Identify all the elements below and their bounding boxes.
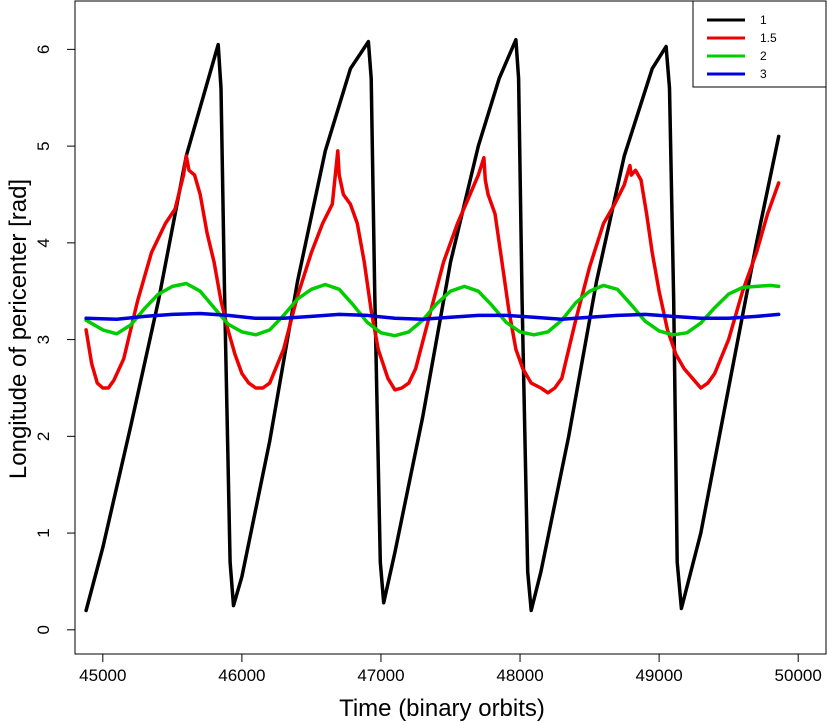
series-line-1.5 [84,149,781,395]
y-tick-label: 3 [34,335,53,344]
x-axis-ticks: 45000 46000 47000 48000 49000 50000 [79,654,822,685]
y-tick-label: 1 [34,528,53,537]
y-axis-title: Longitude of pericenter [rad] [5,179,32,479]
series-lines [84,37,781,613]
y-tick-label: 4 [34,238,53,247]
legend-label: 3 [760,67,767,81]
y-axis-ticks: 0 1 2 3 4 5 6 [34,45,75,635]
x-tick-label: 45000 [79,666,126,685]
y-tick-label: 2 [34,432,53,441]
plot-frame [74,0,827,655]
series-line-3 [84,311,781,322]
series-line-2 [84,281,781,338]
legend: 1 1.5 2 3 [692,0,827,88]
legend-label: 1 [760,13,767,27]
x-tick-label: 49000 [635,666,682,685]
y-tick-label: 6 [34,45,53,54]
x-tick-label: 50000 [775,666,822,685]
legend-label: 1.5 [760,31,777,45]
y-tick-label: 0 [34,625,53,634]
y-tick-label: 5 [34,141,53,150]
x-tick-label: 46000 [218,666,265,685]
x-tick-label: 48000 [496,666,543,685]
x-tick-label: 47000 [357,666,404,685]
x-axis-title: Time (binary orbits) [339,695,545,722]
series-line-1 [84,37,781,613]
legend-label: 2 [760,49,767,63]
